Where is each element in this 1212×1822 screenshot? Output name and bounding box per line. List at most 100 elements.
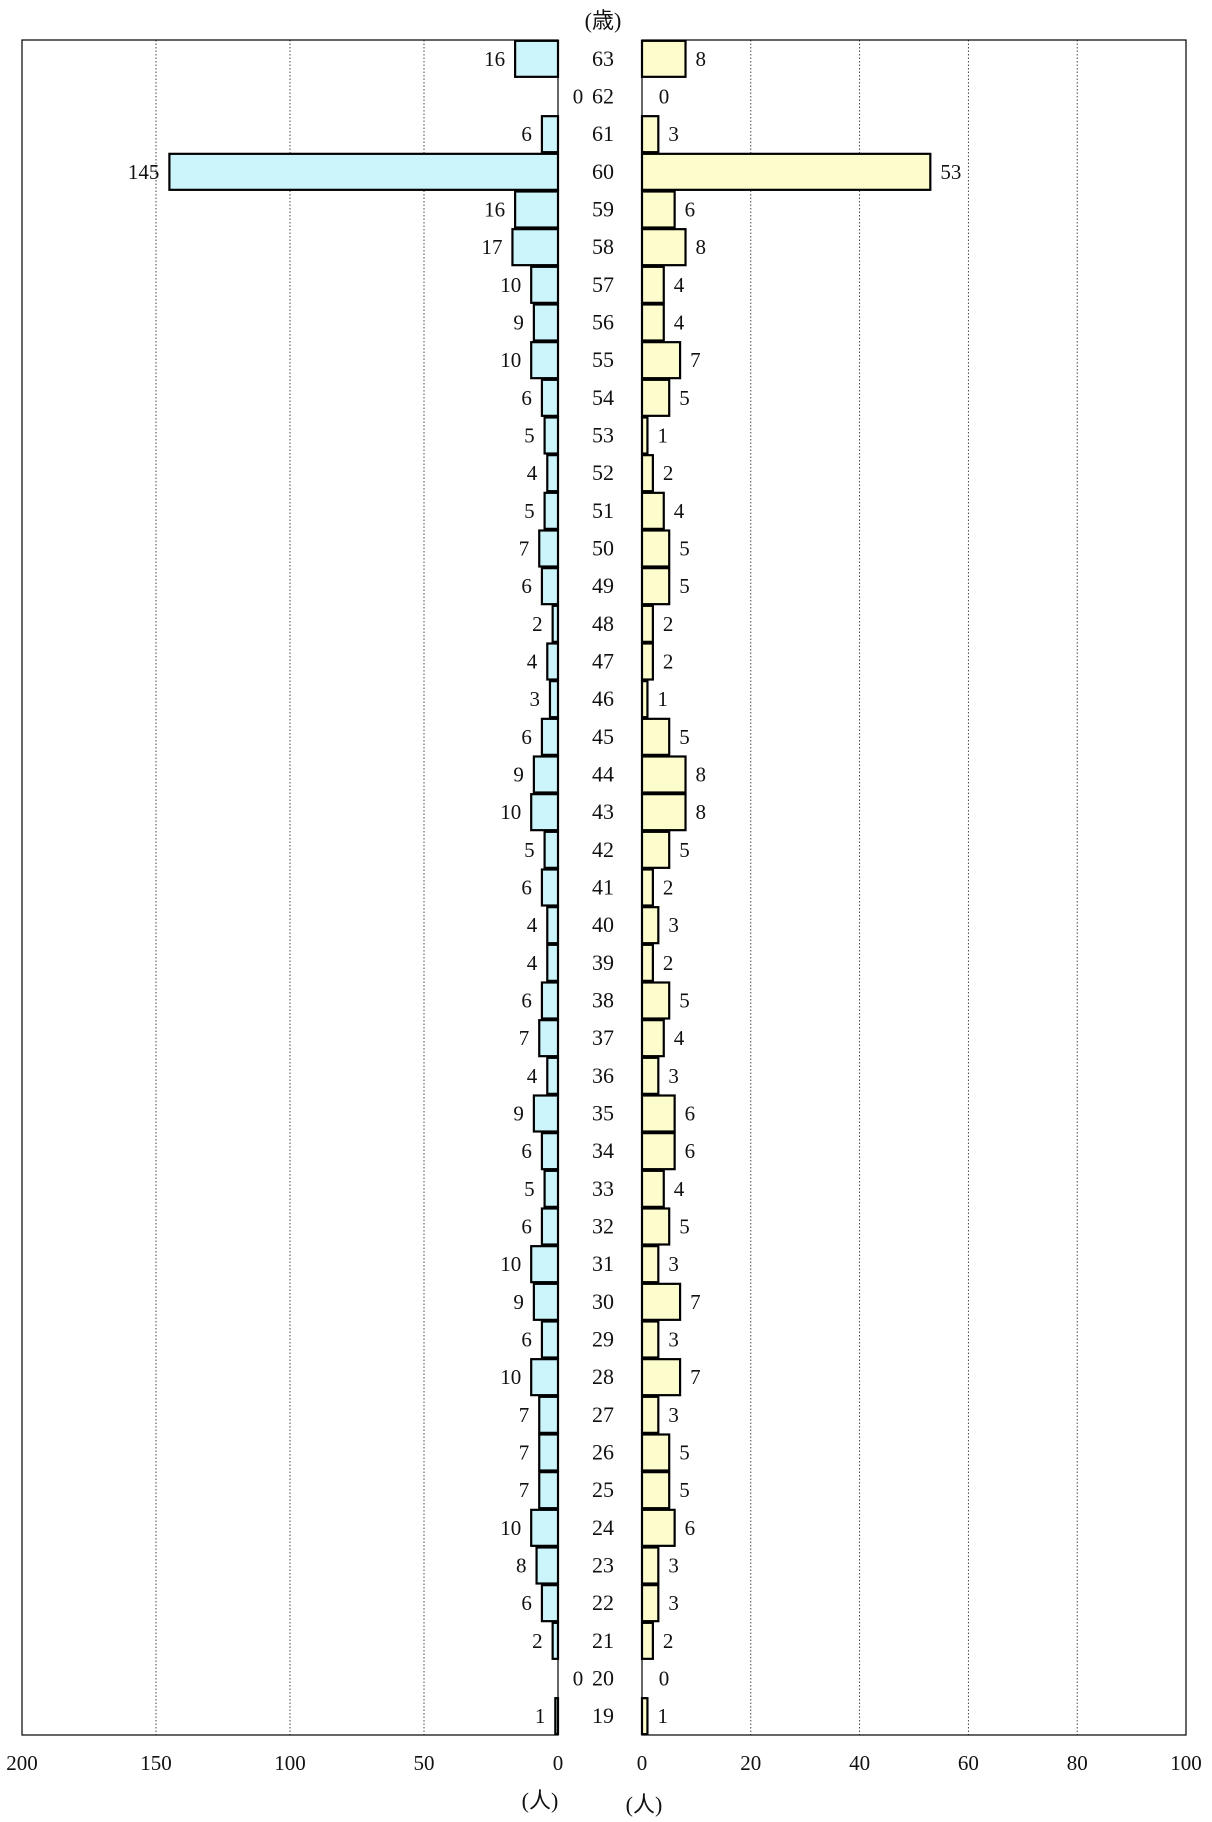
age-category-label: 47	[592, 649, 614, 674]
left-bar-value-label: 6	[521, 122, 532, 146]
left-bar	[540, 567, 560, 606]
right-unit-label: (人)	[626, 1792, 663, 1817]
right-bar-value-label: 2	[663, 1629, 674, 1653]
right-bar	[640, 1019, 665, 1058]
right-bar	[640, 190, 676, 229]
age-category-label: 59	[592, 197, 614, 222]
right-bar	[640, 152, 932, 191]
left-bar	[538, 1471, 560, 1510]
left-bar	[540, 1207, 560, 1246]
right-bar	[640, 642, 654, 681]
left-bar	[540, 717, 560, 756]
right-bar	[640, 115, 660, 154]
right-bar-value-label: 6	[685, 1102, 696, 1126]
right-bar-value-label: 3	[668, 1064, 679, 1088]
left-bar	[532, 755, 560, 794]
right-bar	[640, 868, 654, 907]
right-bar-value-label: 8	[696, 800, 707, 824]
right-bar-value-label: 1	[657, 687, 668, 711]
right-bar-value-label: 2	[663, 951, 674, 975]
left-bar-value-label: 6	[521, 876, 532, 900]
left-bar-value-label: 6	[521, 1215, 532, 1239]
age-category-label: 19	[592, 1703, 614, 1728]
right-bar-value-label: 5	[679, 725, 690, 749]
age-category-label: 46	[592, 686, 614, 711]
left-bar	[538, 1019, 560, 1058]
age-category-label: 33	[592, 1176, 614, 1201]
left-bar	[540, 115, 560, 154]
left-bar-value-label: 7	[519, 1403, 530, 1427]
right-bar-value-label: 6	[685, 198, 696, 222]
left-bar	[543, 491, 560, 530]
right-bar	[640, 1433, 671, 1472]
age-category-label: 41	[592, 875, 614, 900]
left-bar	[540, 1584, 560, 1623]
left-bar-value-label: 16	[484, 198, 505, 222]
right-x-tick-label: 100	[1170, 1751, 1202, 1775]
right-x-tick-label: 80	[1067, 1751, 1088, 1775]
left-bar	[546, 943, 560, 982]
left-bar-value-label: 10	[500, 1252, 521, 1276]
age-category-label: 39	[592, 950, 614, 975]
age-category-label: 20	[592, 1666, 614, 1691]
left-bar-value-label: 17	[481, 235, 502, 259]
right-bar-value-label: 1	[657, 424, 668, 448]
right-bar-value-label: 5	[679, 1215, 690, 1239]
age-category-label: 27	[592, 1402, 614, 1427]
left-bar	[514, 190, 560, 229]
right-bar-value-label: 6	[685, 1139, 696, 1163]
left-unit-label: (人)	[522, 1788, 559, 1813]
age-category-label: 32	[592, 1214, 614, 1239]
left-bar-value-label: 8	[516, 1554, 527, 1578]
right-plot-frame	[641, 39, 1187, 1736]
left-bar	[535, 1546, 560, 1585]
right-bar-value-label: 2	[663, 461, 674, 485]
age-category-label: 25	[592, 1477, 614, 1502]
left-bar-value-label: 6	[521, 386, 532, 410]
age-category-label: 58	[592, 234, 614, 259]
age-category-label: 21	[592, 1628, 614, 1653]
age-category-label: 49	[592, 573, 614, 598]
age-category-label: 57	[592, 272, 614, 297]
left-bar	[551, 1621, 560, 1660]
right-bar-value-label: 8	[696, 47, 707, 71]
left-bar-value-label: 4	[527, 1064, 538, 1088]
right-bar	[640, 491, 665, 530]
age-category-label: 44	[592, 762, 614, 787]
right-bar-value-label: 7	[690, 1365, 701, 1389]
right-bar-value-label: 2	[663, 650, 674, 674]
right-bar	[640, 1546, 660, 1585]
age-category-label: 37	[592, 1025, 614, 1050]
age-category-label: 60	[592, 159, 614, 184]
right-bar	[640, 680, 649, 719]
age-category-label: 24	[592, 1515, 614, 1540]
left-bar-value-label: 2	[532, 1629, 543, 1653]
age-category-label: 45	[592, 724, 614, 749]
right-bar-value-label: 5	[679, 1478, 690, 1502]
age-category-label: 29	[592, 1327, 614, 1352]
left-bar	[538, 1433, 560, 1472]
left-bar	[168, 152, 560, 191]
right-bar	[640, 981, 671, 1020]
left-bar	[543, 416, 560, 455]
left-bar	[540, 378, 560, 417]
right-bar-value-label: 3	[668, 1403, 679, 1427]
left-bar	[511, 228, 560, 267]
right-bar	[640, 1132, 676, 1171]
left-x-tick-label: 100	[274, 1751, 306, 1775]
left-bar	[546, 454, 560, 493]
left-bar-value-label: 9	[513, 1290, 524, 1314]
right-bar-value-label: 3	[668, 1591, 679, 1615]
right-bar	[640, 793, 687, 832]
left-bar-value-label: 0	[573, 85, 584, 109]
left-bar-value-label: 4	[527, 951, 538, 975]
right-bar-value-label: 5	[679, 537, 690, 561]
right-x-tick-label: 0	[637, 1751, 648, 1775]
age-category-label: 55	[592, 347, 614, 372]
age-category-label: 42	[592, 837, 614, 862]
left-bar-value-label: 9	[513, 311, 524, 335]
left-bar	[530, 1245, 560, 1284]
right-x-tick-label: 60	[958, 1751, 979, 1775]
